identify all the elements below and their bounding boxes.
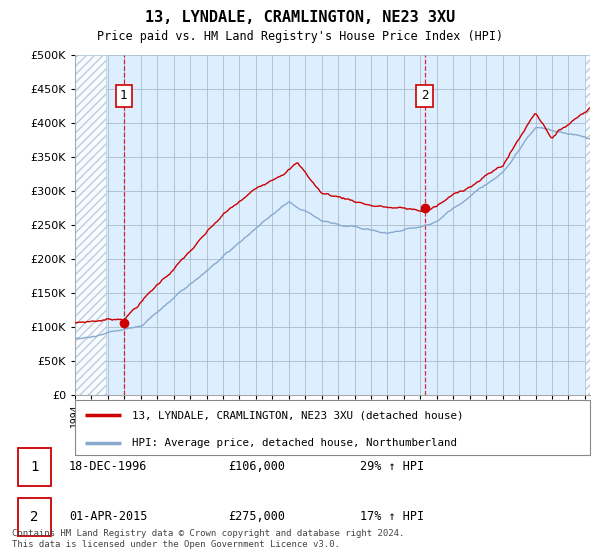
Text: HPI: Average price, detached house, Northumberland: HPI: Average price, detached house, Nort… [131, 438, 457, 448]
Text: Price paid vs. HM Land Registry's House Price Index (HPI): Price paid vs. HM Land Registry's House … [97, 30, 503, 43]
Text: 1: 1 [120, 89, 127, 102]
Text: 1: 1 [31, 460, 38, 474]
Text: 18-DEC-1996: 18-DEC-1996 [69, 460, 148, 474]
Text: 29% ↑ HPI: 29% ↑ HPI [360, 460, 424, 474]
Bar [75, 55, 106, 395]
FancyBboxPatch shape [75, 400, 590, 455]
Text: 13, LYNDALE, CRAMLINGTON, NE23 3XU: 13, LYNDALE, CRAMLINGTON, NE23 3XU [145, 10, 455, 25]
Text: £106,000: £106,000 [228, 460, 285, 474]
FancyBboxPatch shape [18, 448, 51, 486]
Text: 13, LYNDALE, CRAMLINGTON, NE23 3XU (detached house): 13, LYNDALE, CRAMLINGTON, NE23 3XU (deta… [131, 410, 463, 421]
Text: £275,000: £275,000 [228, 511, 285, 524]
Text: 01-APR-2015: 01-APR-2015 [69, 511, 148, 524]
Text: 2: 2 [31, 510, 38, 524]
FancyBboxPatch shape [18, 498, 51, 536]
Text: Contains HM Land Registry data © Crown copyright and database right 2024.
This d: Contains HM Land Registry data © Crown c… [12, 529, 404, 549]
Text: 2: 2 [421, 89, 428, 102]
Text: 17% ↑ HPI: 17% ↑ HPI [360, 511, 424, 524]
Bar [585, 55, 590, 395]
